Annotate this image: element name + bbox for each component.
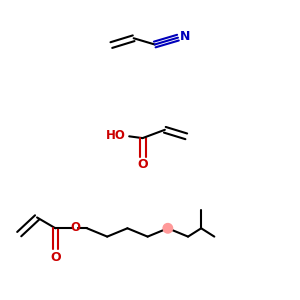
- Text: O: O: [50, 251, 61, 264]
- Text: N: N: [180, 30, 190, 43]
- Circle shape: [163, 224, 172, 233]
- Text: O: O: [137, 158, 148, 171]
- Text: HO: HO: [106, 129, 126, 142]
- Text: O: O: [70, 220, 80, 234]
